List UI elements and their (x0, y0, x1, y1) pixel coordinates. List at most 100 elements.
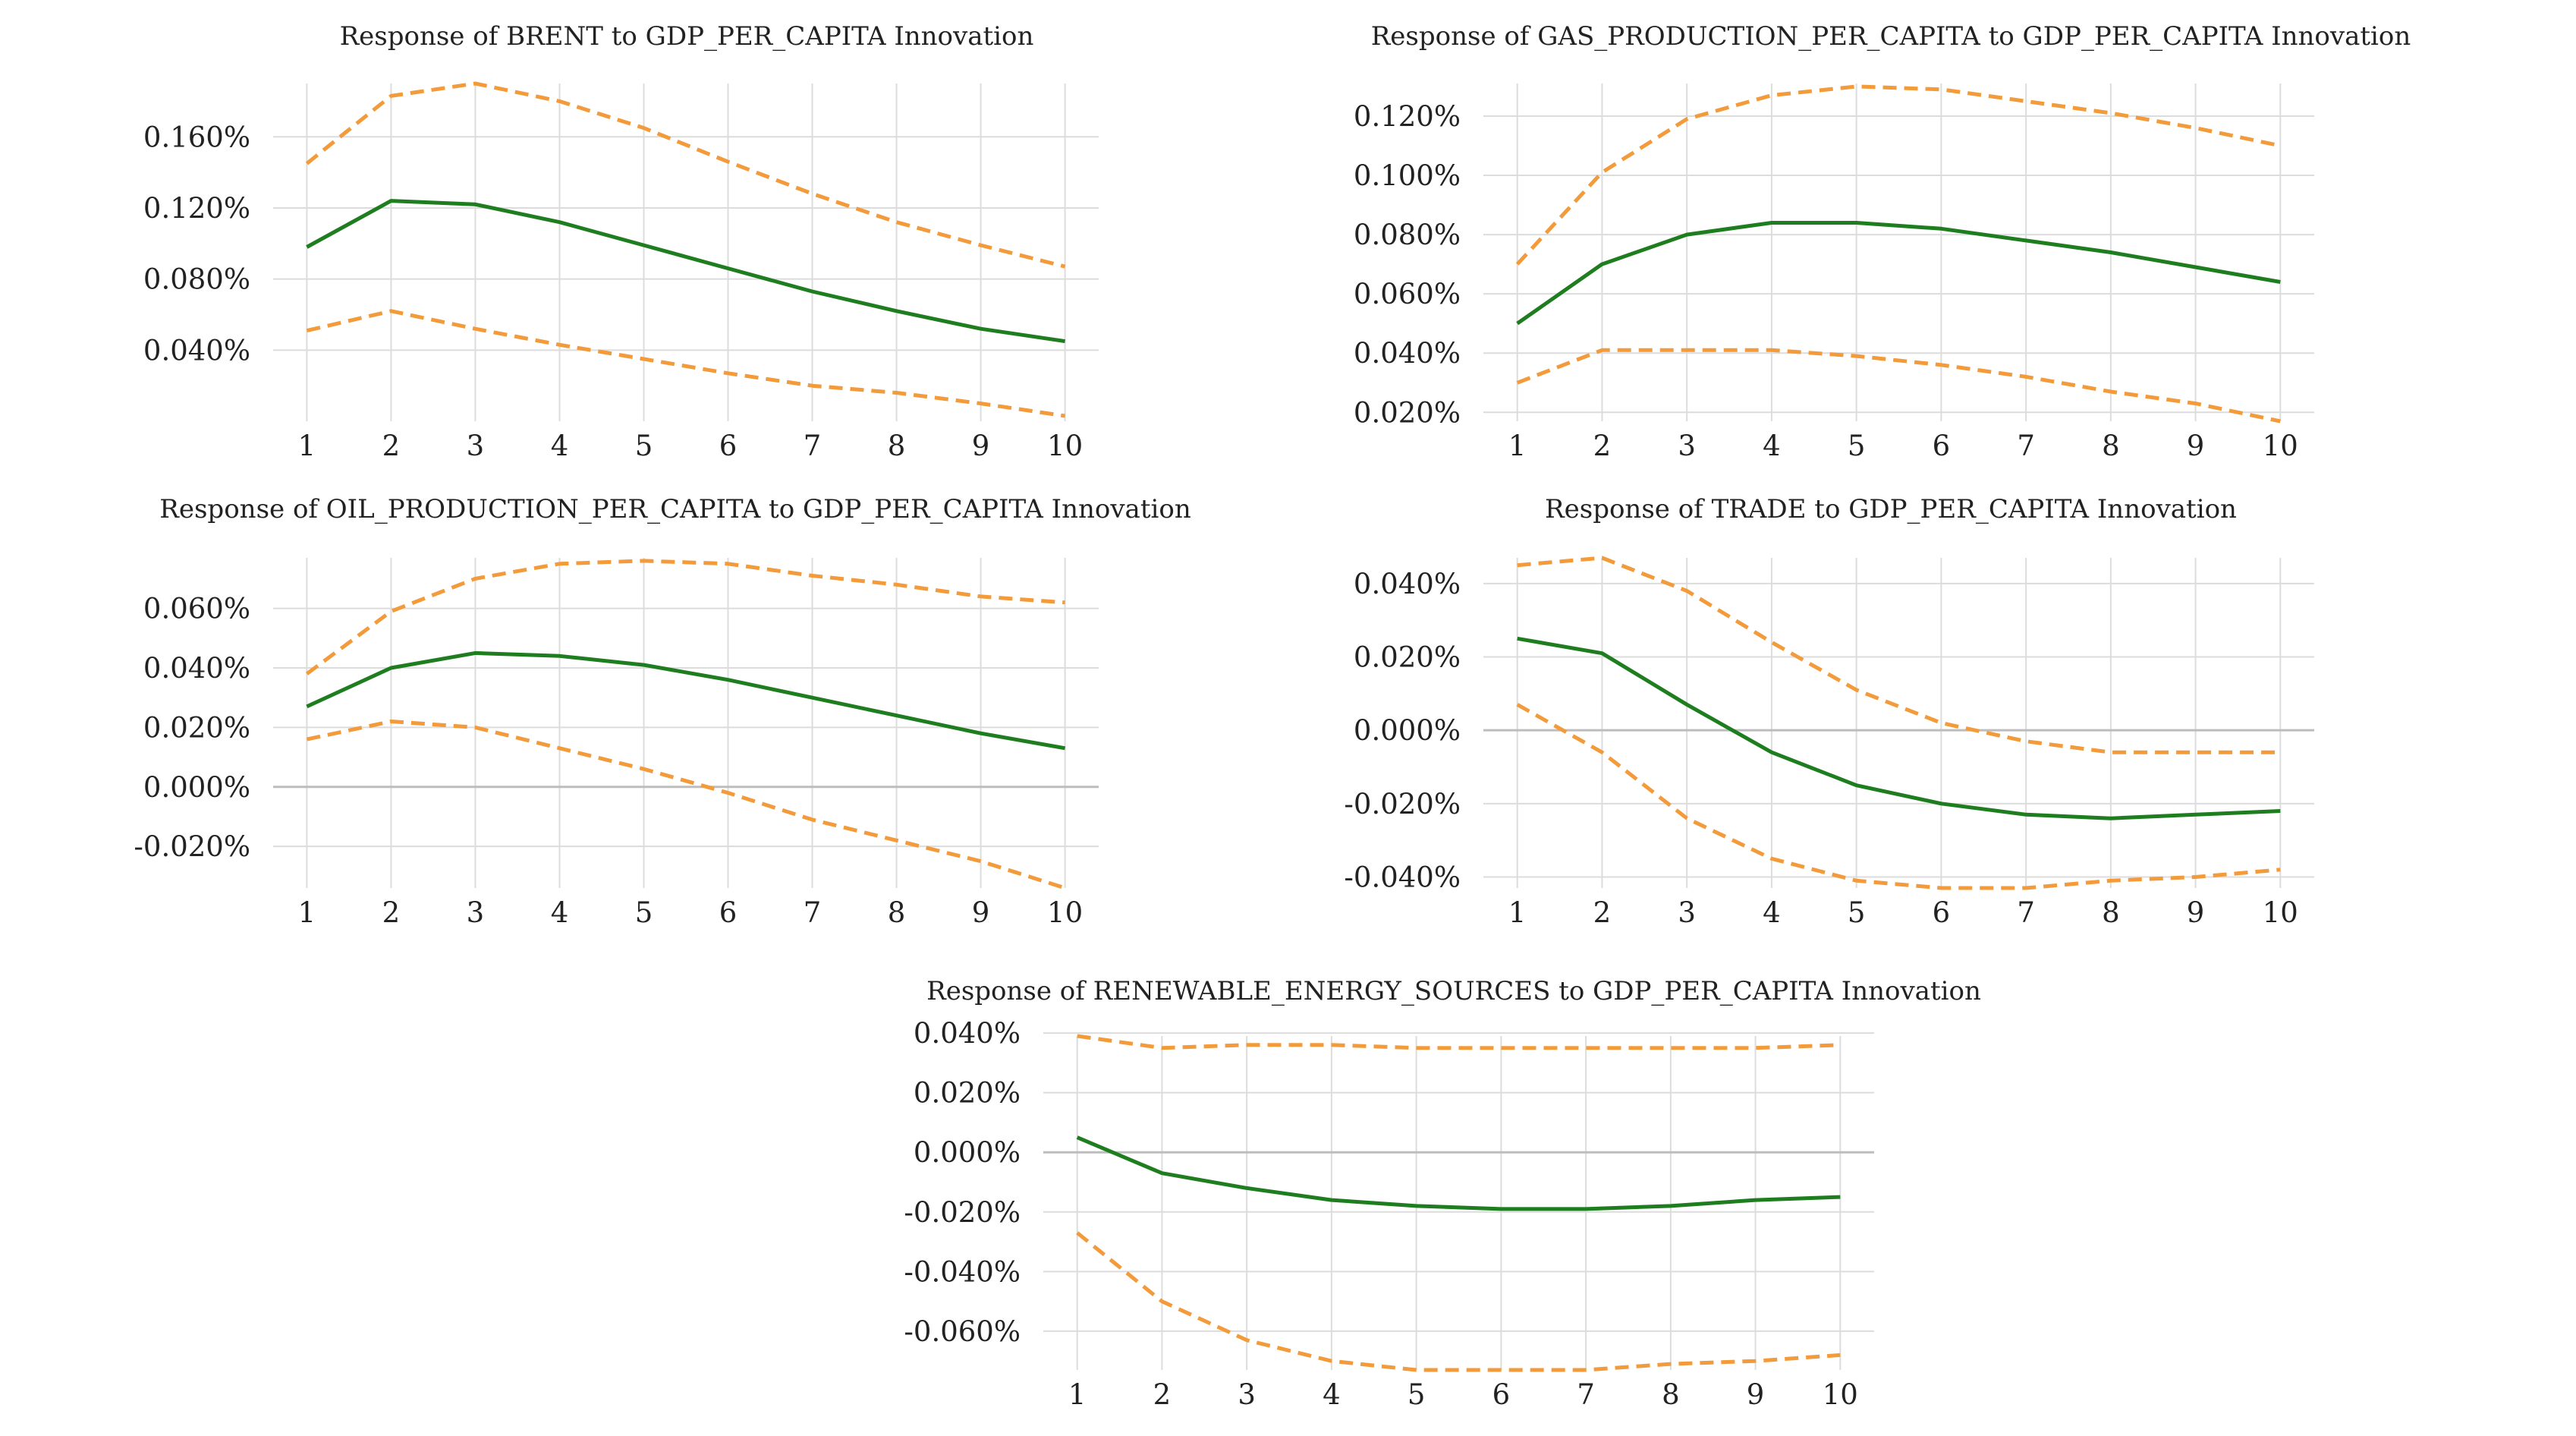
y-tick-label: 0.020% (1354, 641, 1461, 674)
panel-gas-production: Response of GAS_PRODUCTION_PER_CAPITA to… (1354, 21, 2411, 462)
y-tick-label: 0.120% (1354, 100, 1461, 133)
x-tick-label: 10 (1823, 1378, 1858, 1411)
x-tick-label: 7 (804, 430, 822, 462)
plot-area-gas-production (1483, 83, 2314, 421)
x-tick-label: 1 (298, 896, 316, 929)
x-tick-label: 9 (972, 896, 990, 929)
response-line-brent (306, 199, 1065, 344)
y-tick-label: 0.000% (914, 1136, 1021, 1169)
x-tick-label: 3 (1678, 430, 1696, 462)
y-tick-label: 0.020% (1354, 396, 1461, 429)
x-tick-label: 3 (467, 430, 485, 462)
y-tick-label: 0.060% (143, 593, 250, 625)
y-tick-label: 0.000% (143, 771, 250, 804)
y-tick-label: 0.040% (914, 1017, 1021, 1050)
lower-band-line-renewable-energy (1076, 1231, 1841, 1372)
x-tick-label: 7 (1577, 1378, 1595, 1411)
x-tick-label: 9 (2187, 896, 2205, 929)
x-tick-label: 1 (1508, 430, 1527, 462)
plot-area-brent (273, 83, 1099, 421)
x-tick-label: 5 (1848, 896, 1866, 929)
x-tick-label: 9 (2187, 430, 2205, 462)
plot-area-renewable-energy (1043, 1032, 1874, 1370)
x-tick-label: 8 (1662, 1378, 1680, 1411)
y-tick-label: -0.020% (134, 830, 250, 863)
x-tick-label: 4 (1763, 896, 1781, 929)
x-tick-label: 4 (551, 430, 569, 462)
lower-band-line-gas-production (1516, 348, 2281, 424)
chart-title-brent: Response of BRENT to GDP_PER_CAPITA Inno… (340, 21, 1034, 52)
x-tick-label: 3 (1678, 896, 1696, 929)
x-tick-label: 10 (2263, 896, 2298, 929)
y-tick-label: -0.020% (1344, 788, 1461, 820)
y-tick-label: 0.060% (1354, 278, 1461, 310)
x-tick-label: 1 (1068, 1378, 1087, 1411)
y-tick-label: 0.020% (143, 711, 250, 744)
x-tick-label: 8 (2102, 896, 2120, 929)
response-line-renewable-energy (1076, 1135, 1841, 1211)
x-tick-label: 6 (1933, 430, 1951, 462)
upper-band-line-renewable-energy (1077, 1034, 1841, 1050)
x-tick-label: 7 (804, 896, 822, 929)
y-tick-label: -0.020% (904, 1196, 1021, 1229)
x-tick-label: 2 (382, 896, 401, 929)
x-tick-label: 3 (467, 896, 485, 929)
x-tick-label: 9 (972, 430, 990, 462)
x-tick-label: 6 (1492, 1378, 1511, 1411)
x-tick-label: 7 (2017, 896, 2035, 929)
lower-band-line-brent (306, 309, 1065, 418)
x-tick-label: 5 (1408, 1378, 1426, 1411)
y-tick-label: 0.080% (143, 263, 250, 296)
y-tick-label: 0.120% (143, 192, 250, 225)
plot-area-oil-production (273, 558, 1099, 888)
panel-renewable-energy: Response of RENEWABLE_ENERGY_SOURCES to … (904, 976, 1980, 1411)
lower-band-line-oil-production (306, 720, 1066, 890)
plot-area-trade (1483, 558, 2314, 888)
y-tick-label: 0.040% (143, 652, 250, 685)
chart-title-renewable-energy: Response of RENEWABLE_ENERGY_SOURCES to … (926, 976, 1981, 1006)
x-tick-label: 4 (551, 896, 569, 929)
upper-band-line-oil-production (305, 559, 1065, 675)
lower-band-line-trade (1516, 703, 2281, 890)
x-tick-label: 3 (1238, 1378, 1256, 1411)
x-tick-label: 5 (1848, 430, 1866, 462)
x-tick-label: 10 (1047, 430, 1083, 462)
x-tick-label: 10 (2263, 430, 2298, 462)
x-tick-label: 4 (1323, 1378, 1341, 1411)
x-tick-label: 7 (2017, 430, 2035, 462)
x-tick-label: 2 (382, 430, 401, 462)
y-tick-label: 0.040% (143, 334, 250, 367)
upper-band-line-trade (1517, 556, 2281, 754)
y-tick-label: -0.040% (904, 1255, 1021, 1288)
y-tick-label: -0.040% (1344, 861, 1461, 894)
response-line-oil-production (306, 650, 1066, 751)
y-tick-label: 0.020% (914, 1077, 1021, 1110)
chart-title-oil-production: Response of OIL_PRODUCTION_PER_CAPITA to… (159, 494, 1190, 524)
response-line-gas-production (1516, 221, 2281, 326)
y-tick-label: 0.160% (143, 121, 250, 153)
x-tick-label: 2 (1153, 1378, 1172, 1411)
x-tick-label: 4 (1763, 430, 1781, 462)
chart-title-gas-production: Response of GAS_PRODUCTION_PER_CAPITA to… (1371, 21, 2411, 52)
y-tick-label: 0.040% (1354, 337, 1461, 370)
panel-brent: Response of BRENT to GDP_PER_CAPITA Inno… (143, 21, 1099, 462)
x-tick-label: 1 (1508, 896, 1527, 929)
x-tick-label: 9 (1747, 1378, 1765, 1411)
y-tick-label: 0.040% (1354, 568, 1461, 600)
panel-oil-production: Response of OIL_PRODUCTION_PER_CAPITA to… (134, 494, 1190, 929)
y-tick-label: 0.100% (1354, 159, 1461, 192)
x-tick-label: 8 (888, 896, 906, 929)
x-tick-label: 6 (719, 430, 738, 462)
x-tick-label: 5 (635, 896, 653, 929)
x-tick-label: 1 (298, 430, 316, 462)
response-line-trade (1517, 636, 2281, 820)
upper-band-line-gas-production (1515, 84, 2281, 266)
x-tick-label: 6 (1933, 896, 1951, 929)
y-tick-label: 0.000% (1354, 714, 1461, 747)
upper-band-line-brent (305, 81, 1066, 269)
x-tick-label: 2 (1593, 896, 1612, 929)
y-tick-label: -0.060% (904, 1315, 1021, 1348)
chart-title-trade: Response of TRADE to GDP_PER_CAPITA Inno… (1545, 494, 2237, 524)
x-tick-label: 8 (2102, 430, 2120, 462)
